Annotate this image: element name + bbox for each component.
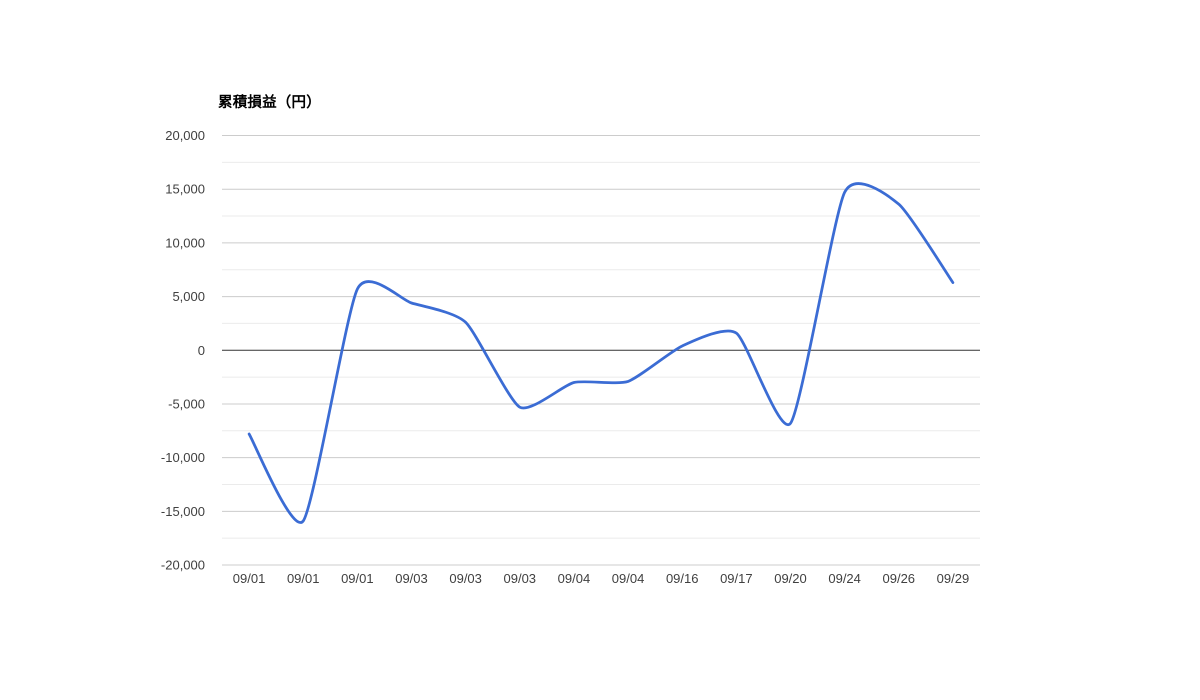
x-tick-label: 09/04 [612, 571, 645, 586]
cumulative-pl-series-line[interactable] [247, 182, 955, 524]
x-tick-label: 09/26 [883, 571, 916, 586]
x-tick-label: 09/29 [937, 571, 970, 586]
x-tick-label: 09/01 [233, 571, 266, 586]
y-axis-labels: 20,000 15,000 10,000 5,000 0 -5,000 -10,000 -15… [161, 128, 205, 573]
x-tick-label: 09/03 [449, 571, 482, 586]
x-tick-label: 09/01 [341, 571, 374, 586]
y-tick-label: 15,000 [165, 182, 205, 197]
x-tick-label: 09/20 [774, 571, 807, 586]
minor-gridlines [222, 161, 980, 539]
y-tick-label: 0 [198, 343, 205, 358]
x-tick-label: 09/17 [720, 571, 753, 586]
x-tick-label: 09/04 [558, 571, 591, 586]
x-axis-labels: 09/01 09/01 09/01 09/03 09/03 09/03 09/04 09/04… [233, 571, 969, 586]
y-tick-label: -15,000 [161, 504, 205, 519]
x-tick-label: 09/03 [504, 571, 537, 586]
y-tick-label: -20,000 [161, 558, 205, 573]
x-tick-label: 09/01 [287, 571, 320, 586]
chart-title: 累積損益（円） [218, 95, 321, 111]
y-tick-label: 5,000 [172, 289, 205, 304]
y-tick-label: -10,000 [161, 450, 205, 465]
x-tick-label: 09/03 [395, 571, 428, 586]
y-tick-label: 10,000 [165, 235, 205, 250]
y-tick-label: -5,000 [168, 396, 205, 411]
x-tick-label: 09/24 [828, 571, 861, 586]
y-tick-label: 20,000 [165, 128, 205, 143]
major-gridlines [222, 135, 980, 566]
x-tick-label: 09/16 [666, 571, 699, 586]
